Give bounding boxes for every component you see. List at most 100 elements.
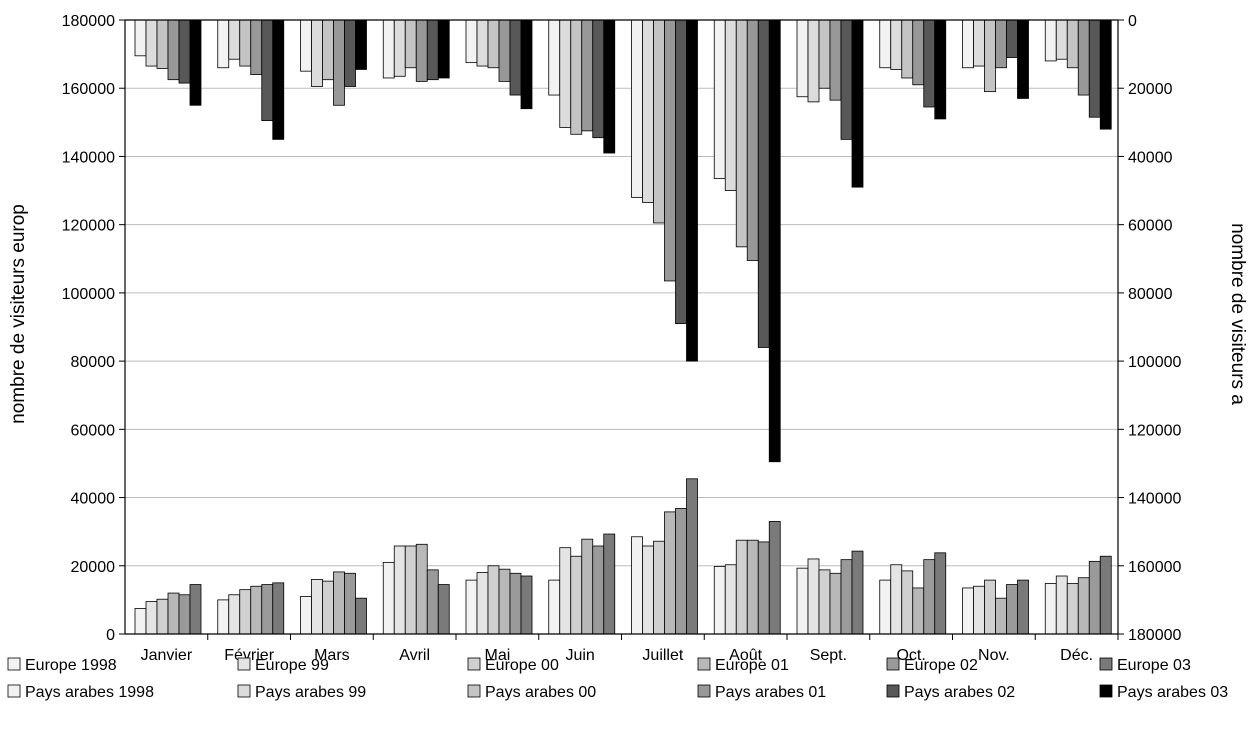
bar-pays-arabes — [355, 19, 367, 70]
legend-item: Pays arabes 00 — [467, 684, 596, 701]
legend-swatch — [467, 684, 481, 698]
bar-pays-arabes — [912, 19, 925, 86]
bar-europe — [311, 579, 323, 635]
bar-pays-arabes — [548, 19, 561, 96]
bar-pays-arabes — [228, 19, 241, 60]
legend-label: Pays arabes 03 — [1117, 684, 1228, 701]
bar-europe — [178, 594, 191, 635]
bar-europe — [344, 572, 356, 635]
x-tick-label: Oct. — [896, 647, 925, 664]
bar-europe — [487, 565, 500, 635]
bar-europe — [498, 568, 511, 635]
category-labels: Janvier Février Mars Avril Mai Juin Juillet Aoû… — [141, 647, 1093, 664]
bar-europe — [642, 545, 654, 635]
bar-europe — [134, 608, 147, 635]
bar-europe — [890, 564, 903, 635]
y-left-tick-label: 0 — [106, 627, 115, 644]
bar-pays-arabes — [415, 19, 428, 82]
bar-pays-arabes — [664, 19, 676, 282]
bar-europe — [653, 540, 665, 635]
y-right-tick-label: 60000 — [1128, 218, 1173, 235]
bar-pays-arabes — [393, 19, 406, 77]
bar-europe — [995, 597, 1007, 635]
y-left-tick-label: 60000 — [71, 422, 116, 439]
bar-europe — [603, 533, 616, 635]
bar-europe — [426, 569, 439, 635]
legend-item: Pays arabes 02 — [886, 684, 1015, 701]
bar-pays-arabes — [934, 19, 947, 120]
bar-pays-arabes — [984, 19, 996, 93]
bar-pays-arabes — [807, 19, 820, 103]
bar-europe — [735, 539, 748, 635]
bar-europe — [962, 587, 974, 635]
bar-europe — [333, 571, 345, 635]
bar-pays-arabes — [520, 19, 533, 110]
bar-pays-arabes — [250, 19, 263, 75]
bar-europe — [217, 599, 230, 635]
legend-swatch — [697, 657, 711, 671]
bar-europe — [145, 601, 158, 635]
bar-pays-arabes — [1099, 19, 1112, 130]
bar-europe — [901, 570, 914, 635]
bar-pays-arabes — [973, 19, 985, 67]
legend-swatch — [237, 657, 251, 671]
bar-pays-arabes — [631, 19, 643, 198]
legend-item: Europe 99 — [237, 657, 329, 674]
bar-europe — [250, 585, 263, 635]
bar-europe — [840, 559, 853, 635]
bar-pays-arabes — [653, 19, 665, 224]
bar-europe — [923, 559, 936, 635]
bar-pays-arabes — [311, 19, 323, 87]
bar-pays-arabes — [851, 19, 864, 188]
bar-europe — [851, 550, 864, 635]
legend-item: Europe 1998 — [7, 657, 117, 674]
bar-europe — [189, 584, 202, 635]
bar-pays-arabes — [995, 19, 1007, 69]
bar-pays-arabes — [890, 19, 903, 70]
y-left-tick-label: 20000 — [71, 559, 116, 576]
y-right-tick-label: 20000 — [1128, 81, 1173, 98]
bar-pays-arabes — [879, 19, 892, 69]
legend-item: Europe 01 — [697, 657, 789, 674]
bar-europe — [724, 564, 737, 635]
y-right-tick-label: 80000 — [1128, 286, 1173, 303]
bar-europe — [713, 566, 726, 635]
bar-europe — [261, 584, 274, 635]
bar-pays-arabes — [134, 19, 147, 57]
bar-europe — [581, 538, 594, 635]
bar-pays-arabes — [735, 19, 748, 248]
bar-europe — [807, 558, 820, 635]
tick-labels: 0 20000 40000 60000 80000 100000 120000 140000 1… — [62, 13, 1182, 644]
legend-swatch — [1099, 657, 1113, 671]
bar-pays-arabes — [1088, 19, 1101, 118]
bar-pays-arabes — [768, 19, 781, 463]
bar-europe — [559, 547, 572, 635]
bar-pays-arabes — [1066, 19, 1079, 69]
legend-label: Pays arabes 02 — [904, 684, 1015, 701]
bar-pays-arabes — [145, 19, 158, 67]
y-right-tick-label: 120000 — [1128, 422, 1181, 439]
bar-europe — [1006, 584, 1018, 635]
bar-europe — [973, 585, 985, 635]
bar-europe — [879, 579, 892, 635]
bar-pays-arabes — [344, 19, 356, 87]
y-left-tick-label: 80000 — [71, 354, 116, 371]
bar-pays-arabes — [592, 19, 605, 139]
bar-europe — [415, 543, 428, 635]
legend-item: Pays arabes 01 — [697, 684, 826, 701]
y-left-tick-label: 180000 — [62, 13, 115, 30]
bar-pays-arabes — [713, 19, 726, 180]
bar-europe — [664, 511, 676, 635]
bar-pays-arabes — [156, 19, 169, 69]
y-left-tick-label: 160000 — [62, 81, 115, 98]
bar-pays-arabes — [757, 19, 770, 348]
bar-europe — [1077, 577, 1090, 635]
bar-europe — [355, 597, 367, 635]
bar-europe — [757, 541, 770, 635]
bar-pays-arabes — [300, 19, 312, 72]
bar-pays-arabes — [686, 19, 698, 362]
bar-pays-arabes — [570, 19, 583, 135]
y-left-tick-label: 140000 — [62, 149, 115, 166]
bar-europe — [167, 592, 180, 635]
legend-item: Europe 00 — [467, 657, 559, 674]
